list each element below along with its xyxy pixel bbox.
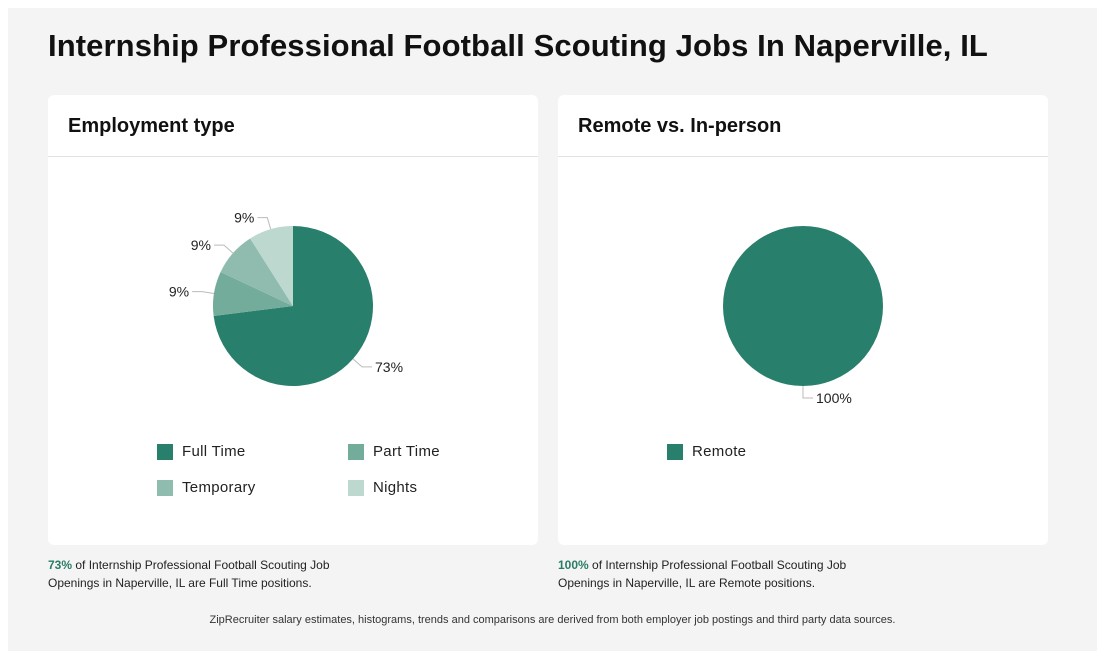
pie-slice-nights xyxy=(250,226,293,306)
employment-caption-percent: 73% xyxy=(48,558,73,572)
remote-card-header: Remote vs. In-person xyxy=(558,95,1048,157)
pie-label-nights: 9% xyxy=(234,210,254,226)
pie-leader-line-full-time xyxy=(352,358,373,368)
legend-label-full-time: Full Time xyxy=(182,443,246,460)
pie-slice-full-time xyxy=(213,226,373,386)
legend-item-remote: Remote xyxy=(667,443,746,460)
pie-label-remote: 100% xyxy=(816,390,852,406)
employment-type-card: Employment type 73% 9% 9% 9% Full Time Part… xyxy=(48,95,538,545)
legend-item-temporary: Temporary xyxy=(157,479,256,496)
pie-slice-part-time xyxy=(213,271,293,317)
legend-label-remote: Remote xyxy=(692,443,747,460)
employment-type-card-header: Employment type xyxy=(48,95,538,157)
pie-leader-line-nights xyxy=(257,217,272,230)
legend-label-part-time: Part Time xyxy=(373,443,440,460)
employment-caption: 73% of Internship Professional Football … xyxy=(48,556,368,592)
employment-type-pie-chart: 73% 9% 9% 9% xyxy=(169,210,403,386)
pie-label-full-time: 73% xyxy=(375,359,403,375)
legend-swatch-full-time xyxy=(157,443,173,460)
legend-swatch-remote xyxy=(667,443,683,460)
employment-caption-text: of Internship Professional Football Scou… xyxy=(48,558,330,590)
footer-disclaimer: ZipRecruiter salary estimates, histogram… xyxy=(209,614,896,626)
pie-slice-temporary xyxy=(220,238,293,306)
pie-label-part-time: 9% xyxy=(169,284,189,300)
remote-vs-in-person-title: Remote vs. In-person xyxy=(578,115,782,137)
pie-leader-line-part-time xyxy=(192,291,215,294)
remote-caption: 100% of Internship Professional Football… xyxy=(558,556,878,592)
pie-label-temporary: 9% xyxy=(191,237,211,253)
page-container: Internship Professional Football Scoutin… xyxy=(8,8,1097,651)
legend-swatch-part-time xyxy=(348,443,364,460)
remote-vs-in-person-card: Remote vs. In-person 100% Remote xyxy=(558,95,1048,545)
legend-item-full-time: Full Time xyxy=(157,443,246,460)
page-title: Internship Professional Football Scoutin… xyxy=(48,28,988,63)
pie-leader-line-remote xyxy=(802,386,813,399)
legend-swatch-nights xyxy=(348,479,364,496)
remote-caption-percent: 100% xyxy=(558,558,589,572)
legend-item-nights: Nights xyxy=(348,479,417,496)
employment-type-title: Employment type xyxy=(68,115,235,137)
remote-pie-chart: 100% xyxy=(723,226,883,406)
legend-label-temporary: Temporary xyxy=(182,479,256,496)
pie-slice-remote xyxy=(723,226,883,386)
legend-label-nights: Nights xyxy=(373,479,418,496)
pie-leader-line-temporary xyxy=(213,244,234,254)
remote-caption-text: of Internship Professional Football Scou… xyxy=(558,558,847,590)
legend-swatch-temporary xyxy=(157,479,173,496)
legend-item-part-time: Part Time xyxy=(348,443,440,460)
